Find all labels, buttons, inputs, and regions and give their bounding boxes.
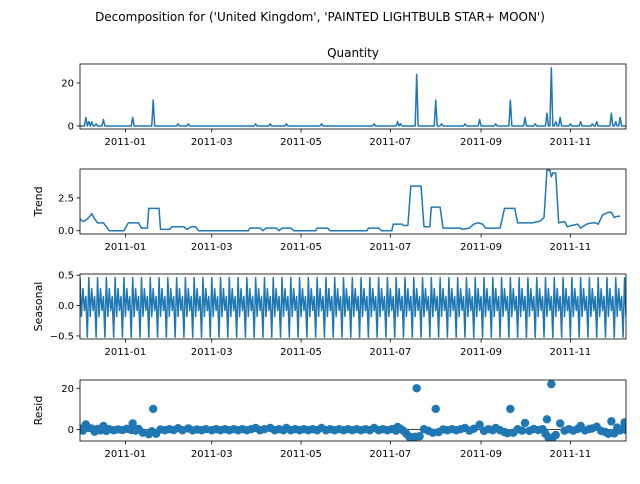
x-tick-label: 2011-03: [191, 449, 233, 460]
resid-outlier-point: [431, 404, 440, 414]
resid-point: [469, 424, 478, 433]
x-tick-label: 2011-01: [104, 347, 146, 358]
y-tick-label: 0.0: [58, 226, 74, 237]
y-tick-label: 0.5: [58, 271, 74, 282]
x-tick-label: 2011-07: [369, 242, 411, 253]
axes-frame: [79, 379, 627, 442]
axes-frame: [79, 63, 627, 130]
y-axis-label: Seasonal: [32, 282, 45, 332]
y-tick-label: 2.5: [58, 193, 74, 204]
resid-point: [415, 432, 424, 441]
resid-outlier-point: [620, 418, 626, 427]
x-tick-label: 2011-01: [104, 449, 146, 460]
plot-area-4: [80, 380, 626, 441]
plot-area-2: [80, 169, 621, 232]
panels-group: 2011-01 2011-03 2011-05 2011-07 2011-09 2011-…: [32, 46, 627, 460]
resid-outlier-point: [607, 417, 616, 426]
axes-frame: [79, 168, 627, 235]
resid-point: [621, 425, 626, 435]
y-tick-label: 0: [68, 425, 74, 436]
x-tick-label: 2011-09: [460, 347, 502, 358]
resid-outlier-point: [542, 415, 552, 424]
panel-3: 2011-01 2011-03 2011-05 2011-07 2011-09 2011-…: [32, 271, 627, 358]
resid-point: [555, 419, 565, 428]
plot-area-1: [80, 67, 626, 127]
plot-area-3: [80, 276, 626, 338]
panel-title: Quantity: [327, 46, 379, 60]
x-tick-label: 2011-05: [280, 347, 322, 358]
x-tick-label: 2011-03: [191, 137, 233, 148]
x-tick-label: 2011-05: [280, 242, 322, 253]
x-tick-label: 2011-09: [460, 242, 502, 253]
y-axis-label: Trend: [32, 186, 45, 217]
y-axis-label: Resid: [32, 396, 45, 426]
resid-point: [520, 418, 530, 428]
panel-1: 2011-01 2011-03 2011-05 2011-07 2011-09 2011-…: [61, 46, 627, 148]
x-tick-label: 2011-05: [280, 449, 322, 460]
x-tick-label: 2011-03: [191, 242, 233, 253]
x-tick-label: 2011-11: [549, 347, 591, 358]
x-tick-label: 2011-05: [280, 137, 322, 148]
y-tick-label: 0: [68, 121, 74, 132]
x-tick-label: 2011-11: [549, 242, 591, 253]
quantity-series-line: [80, 67, 626, 127]
x-tick-label: 2011-09: [460, 449, 502, 460]
x-tick-label: 2011-11: [549, 449, 591, 460]
x-tick-label: 2011-07: [369, 137, 411, 148]
panel-4: 2011-01 2011-03 2011-05 2011-07 2011-09 2011-…: [32, 379, 627, 460]
seasonal-series-line: [80, 276, 626, 338]
resid-outlier-point: [547, 380, 556, 389]
resid-outlier-point: [148, 404, 158, 414]
axes-frame: [79, 273, 627, 340]
y-tick-label: −0.5: [50, 331, 74, 342]
y-tick-label: 20: [61, 78, 74, 89]
panel-2: 2011-01 2011-03 2011-05 2011-07 2011-09 2011-…: [32, 168, 627, 253]
x-tick-label: 2011-11: [549, 137, 591, 148]
x-tick-label: 2011-01: [104, 242, 146, 253]
x-tick-label: 2011-07: [369, 347, 411, 358]
y-tick-label: 20: [61, 384, 74, 395]
figure-suptitle: Decomposition for ('United Kingdom', 'PA…: [95, 10, 545, 24]
resid-point: [551, 430, 560, 440]
x-tick-label: 2011-01: [104, 137, 146, 148]
resid-point: [128, 419, 137, 428]
x-tick-label: 2011-09: [460, 137, 502, 148]
resid-point: [475, 420, 484, 429]
resid-outlier-point: [412, 384, 421, 393]
trend-series-line: [80, 169, 621, 232]
y-tick-label: 0.0: [58, 301, 74, 312]
resid-outlier-point: [506, 404, 515, 414]
resid-point: [517, 426, 527, 435]
x-tick-label: 2011-07: [369, 449, 411, 460]
x-tick-label: 2011-03: [191, 347, 233, 358]
